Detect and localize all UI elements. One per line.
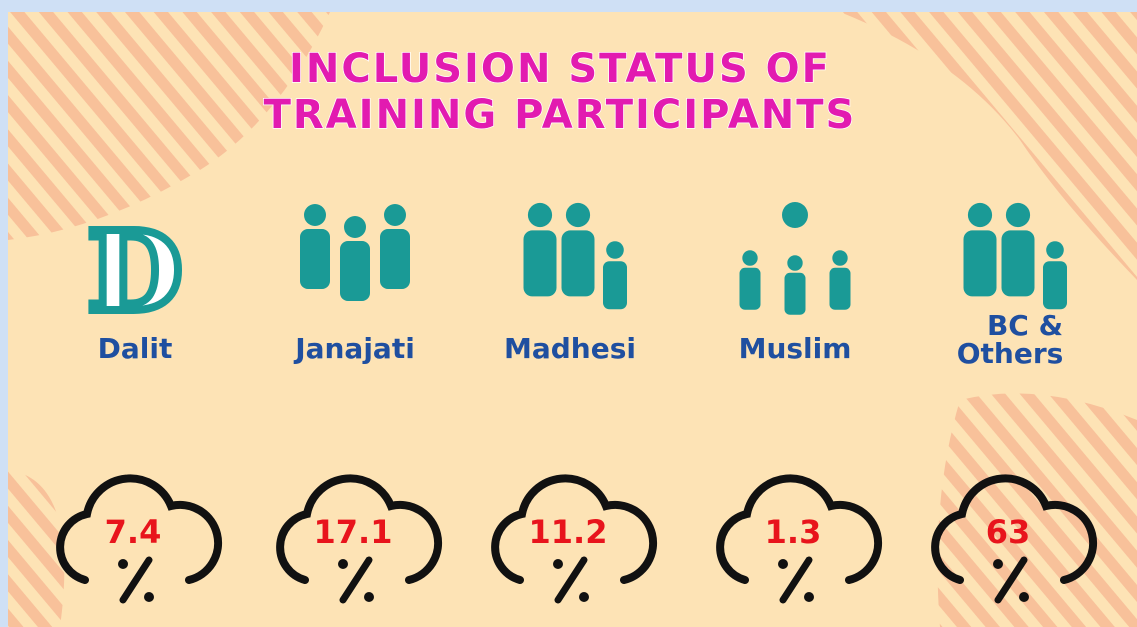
group-value: 1.3 <box>765 513 822 551</box>
decor-stripes <box>8 12 330 240</box>
decor-stripes <box>937 393 1137 627</box>
icon-head <box>1005 202 1031 228</box>
icon-head <box>304 204 326 226</box>
decor-stripes <box>840 12 1137 280</box>
percent-dot <box>553 559 563 569</box>
group-value: 17.1 <box>314 513 393 551</box>
icon-letter: D <box>87 207 182 336</box>
icon-body <box>963 230 997 297</box>
title-line: INCLUSION STATUS OF <box>289 46 831 92</box>
icon-body <box>523 230 557 297</box>
group-value: 11.2 <box>529 513 608 551</box>
percent-dot <box>364 592 374 602</box>
percent-dot <box>1019 592 1029 602</box>
icon-head <box>384 204 406 226</box>
percent-slash <box>994 556 1028 604</box>
icon-body <box>340 241 370 301</box>
percent-dot <box>144 592 154 602</box>
title-line: TRAINING PARTICIPANTS <box>264 92 857 138</box>
percent-slash <box>554 556 588 604</box>
percent-dot <box>338 559 348 569</box>
icon-body <box>1001 230 1035 297</box>
icon-body <box>300 229 330 289</box>
icon-head <box>787 255 803 271</box>
icon-body <box>784 272 806 315</box>
percent-dot <box>778 559 788 569</box>
cloud-icon <box>56 474 223 584</box>
group-label: BC & Others <box>957 309 1064 370</box>
percent-slash <box>339 556 373 604</box>
cloud-icon <box>491 474 658 584</box>
cloud-icon <box>931 474 1098 584</box>
icon-head <box>344 216 366 238</box>
label-line: BC & <box>987 309 1063 342</box>
group-value: 7.4 <box>105 513 162 551</box>
icon-moon <box>782 202 808 228</box>
icon-head <box>742 250 758 266</box>
icon-head <box>527 202 553 228</box>
group-label: Janajati <box>293 332 415 365</box>
icon-head <box>832 250 848 266</box>
icon-body <box>561 230 595 297</box>
icon-head <box>606 241 624 259</box>
percent-slash <box>119 556 153 604</box>
icon-body <box>380 229 410 289</box>
percent-dot <box>993 559 1003 569</box>
group-label: Muslim <box>739 332 852 365</box>
percent-dot <box>804 592 814 602</box>
icon-body <box>603 261 627 310</box>
icon-head <box>1046 241 1064 259</box>
icon-body <box>739 267 761 310</box>
group-label: Madhesi <box>504 332 636 365</box>
icon-body <box>1043 261 1067 310</box>
group-value: 63 <box>986 513 1031 551</box>
cloud-icon <box>716 474 883 584</box>
percent-dot <box>579 592 589 602</box>
group-label: Dalit <box>98 332 173 365</box>
label-line: Others <box>957 337 1064 370</box>
decor-stripes <box>8 470 65 627</box>
percent-slash <box>779 556 813 604</box>
icon-body <box>829 267 851 310</box>
icon-head <box>967 202 993 228</box>
percent-dot <box>118 559 128 569</box>
icon-head <box>565 202 591 228</box>
cloud-icon <box>276 474 443 584</box>
